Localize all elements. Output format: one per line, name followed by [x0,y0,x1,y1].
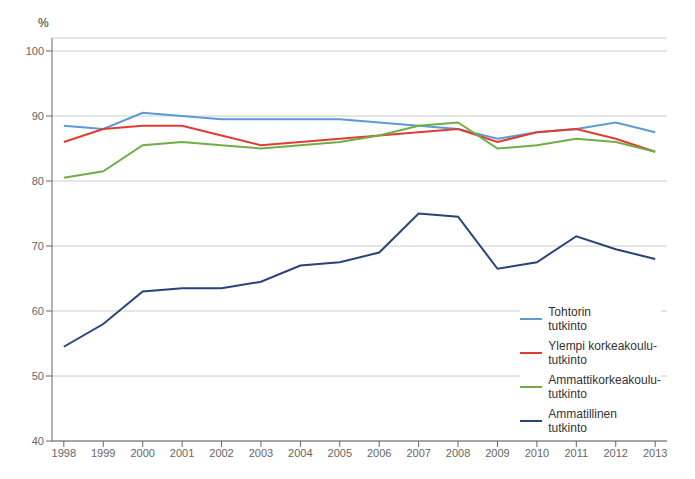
svg-text:2013: 2013 [643,447,667,459]
svg-text:90: 90 [32,110,44,122]
svg-text:2011: 2011 [564,447,588,459]
svg-text:40: 40 [32,435,44,447]
html-text:Ylempi korkeakoulu- tutkinto: Ylempi korkeakoulu- tutkinto [548,339,657,367]
svg-text:2000: 2000 [130,447,154,459]
svg-text:2001: 2001 [170,447,194,459]
html-text:Ammatillinen tutkinto: Ammatillinen tutkinto [548,407,617,435]
svg-text:2003: 2003 [249,447,273,459]
svg-text:1999: 1999 [91,447,115,459]
html-text:Tohtorin tutkinto: Tohtorin tutkinto [548,305,591,333]
html-text:Ammattikorkeakoulu- tutkinto: Ammattikorkeakoulu- tutkinto [548,373,661,401]
svg-text:2005: 2005 [328,447,352,459]
svg-text:2007: 2007 [406,447,430,459]
svg-text:2004: 2004 [288,447,312,459]
svg-text:2012: 2012 [604,447,628,459]
svg-text:2010: 2010 [525,447,549,459]
svg-text:50: 50 [32,370,44,382]
svg-text:2002: 2002 [209,447,233,459]
svg-text:1998: 1998 [52,447,76,459]
svg-text:60: 60 [32,305,44,317]
svg-text:70: 70 [32,240,44,252]
svg-text:80: 80 [32,175,44,187]
svg-text:100: 100 [26,45,44,57]
svg-text:2009: 2009 [485,447,509,459]
svg-text:2008: 2008 [446,447,470,459]
svg-text:2006: 2006 [367,447,391,459]
